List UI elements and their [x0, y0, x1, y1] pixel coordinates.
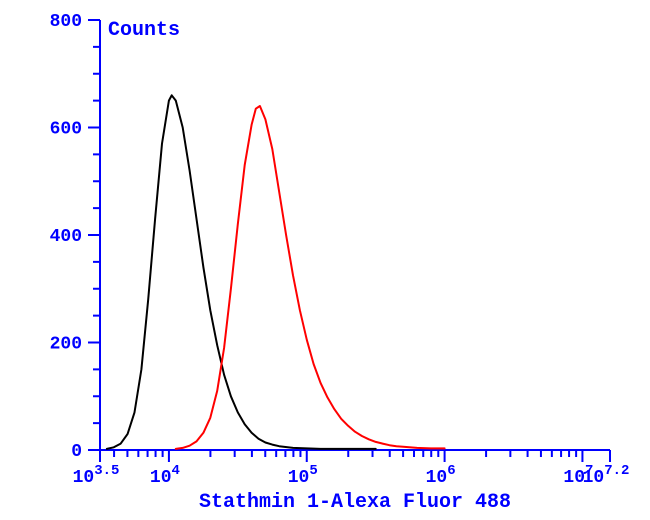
x-axis-title: Stathmin 1-Alexa Fluor 488	[199, 491, 511, 514]
series-stained	[176, 106, 445, 449]
y-tick-label: 0	[71, 442, 82, 462]
y-tick-label: 800	[50, 12, 82, 32]
y-tick-label: 400	[50, 227, 82, 247]
x-tick-label: 103.5	[73, 463, 120, 488]
x-tick-label: 104	[150, 463, 180, 488]
series-control	[107, 95, 376, 449]
y-tick-label: 200	[50, 335, 82, 355]
y-axis-title: Counts	[108, 19, 180, 42]
histogram-plot: 0200400600800103.5104105106107107.2Count…	[0, 0, 650, 520]
x-tick-label: 105	[288, 463, 318, 488]
x-tick-label: 106	[426, 463, 456, 488]
chart-container: 0200400600800103.5104105106107107.2Count…	[0, 0, 650, 520]
y-tick-label: 600	[50, 120, 82, 140]
